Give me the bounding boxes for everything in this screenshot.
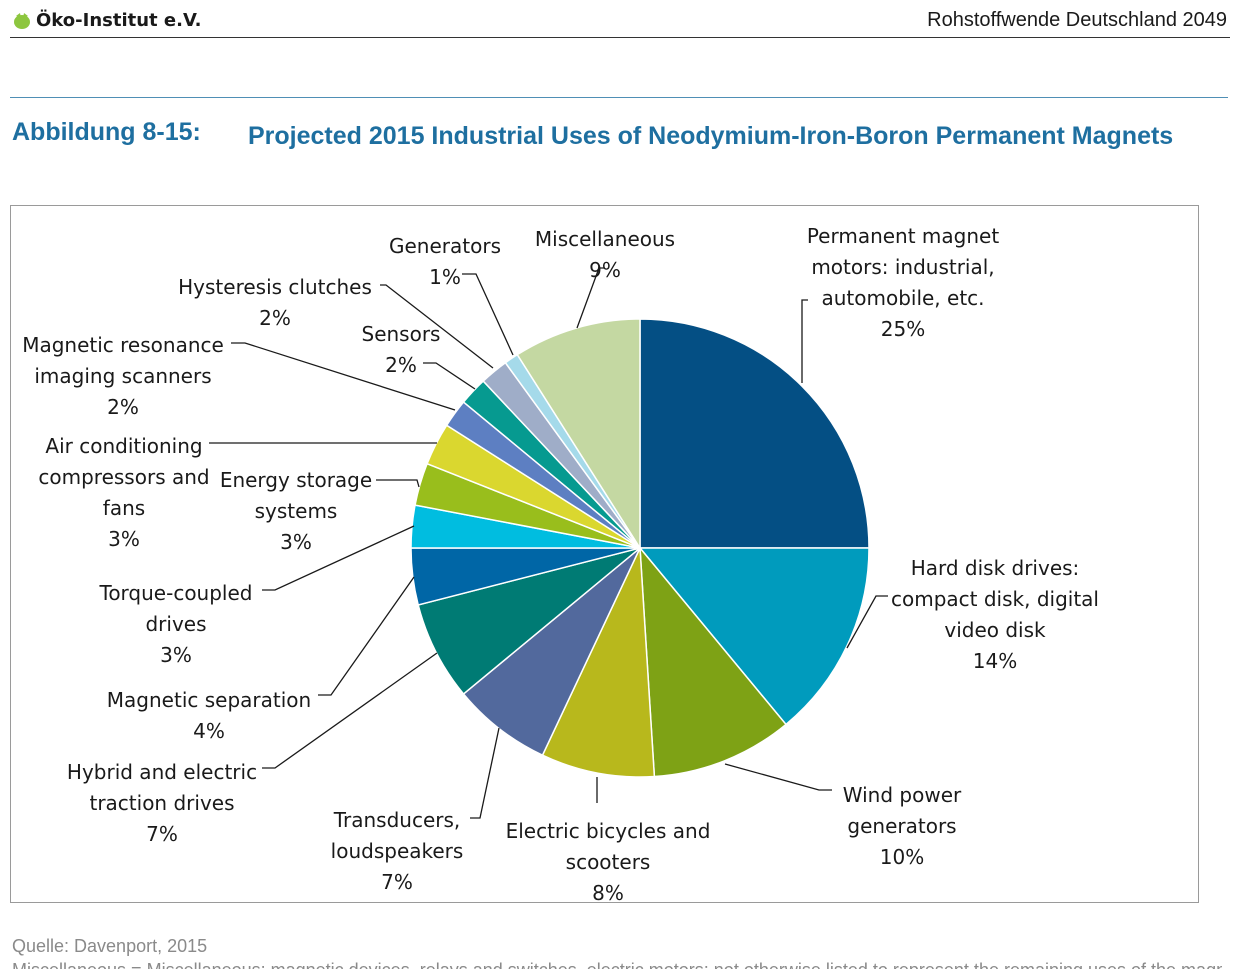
slice-label-11: Magnetic resonance imaging scanners 2%	[22, 333, 224, 419]
leader-line-11	[231, 343, 455, 410]
leader-line-7	[318, 577, 414, 695]
footnote-cut: Miscellaneous = Miscellaneous: magnetic …	[12, 960, 1222, 969]
slice-label-5: Transducers, loudspeakers 7%	[331, 808, 464, 894]
slice-label-2: Hard disk drives: compact disk, digital vi…	[891, 556, 1099, 673]
leader-line-9	[376, 480, 419, 487]
leader-line-1	[802, 300, 808, 383]
slice-label-15: Miscellaneous 9%	[535, 227, 675, 282]
slice-label-7: Magnetic separation 4%	[107, 688, 311, 743]
slice-label-13: Hysteresis clutches 2%	[178, 275, 372, 330]
pie-chart: Permanent magnet motors: industrial, autom…	[0, 0, 1233, 969]
leader-line-3	[725, 764, 832, 790]
slice-label-4: Electric bicycles and scooters 8%	[506, 819, 711, 905]
slice-label-3: Wind power generators 10%	[843, 783, 962, 869]
leader-line-14	[462, 274, 513, 355]
leader-line-12	[423, 363, 475, 389]
slice-label-10: Air conditioning compressors and fans 3%	[38, 434, 209, 551]
leader-line-5	[470, 728, 499, 818]
pie-slice-1	[640, 319, 869, 548]
slice-label-1: Permanent magnet motors: industrial, autom…	[807, 224, 1000, 341]
slice-label-8: Torque-coupled drives 3%	[99, 581, 253, 667]
slice-label-6: Hybrid and electric traction drives 7%	[67, 760, 257, 846]
slice-label-12: Sensors 2%	[362, 322, 441, 377]
slice-label-14: Generators 1%	[389, 234, 501, 289]
slice-label-9: Energy storage systems 3%	[220, 468, 372, 554]
source-note: Quelle: Davenport, 2015	[12, 936, 207, 957]
